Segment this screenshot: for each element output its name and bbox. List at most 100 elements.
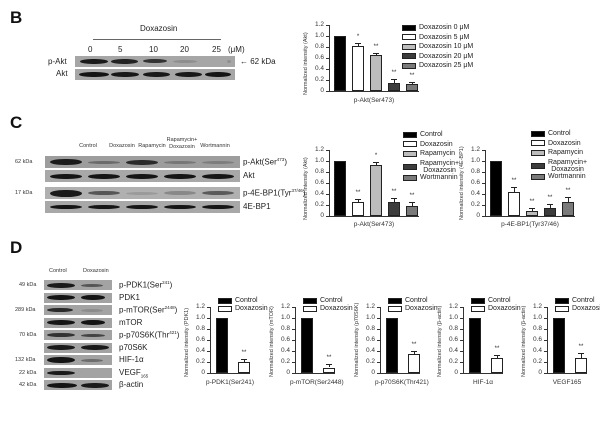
error-bar: [514, 187, 515, 192]
row-label-akt: Akt: [56, 69, 68, 78]
y-tick: [326, 69, 329, 70]
significance-marker: **: [578, 343, 584, 350]
y-tick: [326, 80, 329, 81]
y-tick: [482, 150, 485, 151]
kda-label: 22 kDa: [19, 369, 37, 376]
kda-label: 49 kDa: [19, 282, 37, 288]
significance-marker: *: [374, 153, 378, 160]
y-tick-label: 0.6: [280, 336, 290, 343]
y-tick-label: 0: [320, 87, 324, 94]
kda-label: 62 kDa: [15, 159, 33, 165]
y-tick-label: 0.2: [195, 358, 205, 365]
y-tick-label: 0.4: [532, 347, 542, 354]
x-axis-label: p-Akt(Ser473): [353, 221, 395, 228]
error-cap: [391, 79, 397, 81]
error-cap: [411, 351, 417, 352]
y-tick-label: 1.2: [280, 303, 290, 310]
legend-label: Doxazosin: [572, 305, 600, 312]
y-tick: [326, 58, 329, 59]
y-tick: [544, 307, 547, 308]
band: [202, 160, 234, 164]
row-label: HIF-1α: [119, 355, 144, 364]
y-tick-label: 0: [201, 369, 205, 376]
band: [164, 205, 196, 209]
error-bar: [414, 351, 415, 354]
kda-label: 42 kDa: [19, 382, 37, 388]
y-tick-label: 0: [454, 369, 458, 376]
treatment-label: Doxazosin: [140, 24, 178, 33]
significance-marker: **: [373, 43, 379, 50]
blot-pakt: [75, 56, 235, 67]
legend-label: Rapamycin: [420, 150, 456, 157]
legend-label: Doxazosin 20 μM: [419, 52, 474, 60]
bar: [238, 362, 250, 373]
y-tick-label: 0.6: [470, 179, 480, 186]
row-label: mTOR: [119, 317, 143, 327]
legend-label: Control: [420, 131, 443, 138]
significance-marker: **: [529, 199, 535, 206]
y-tick: [377, 362, 380, 363]
bar: [370, 55, 382, 91]
band: [88, 191, 120, 195]
band: [81, 320, 105, 325]
y-tick: [544, 373, 547, 374]
bar: [334, 36, 346, 91]
x-axis: [485, 216, 575, 217]
y-tick-label: 0.6: [314, 54, 324, 61]
x-axis-label: p-4E-BP1(Tyr37/46): [501, 221, 559, 228]
y-tick-label: 0.6: [532, 336, 542, 343]
bar: [491, 357, 503, 373]
y-tick: [460, 307, 463, 308]
significance-marker: **: [241, 350, 247, 357]
y-tick-label: 0.6: [448, 336, 458, 343]
y-tick-label: 1.0: [532, 314, 542, 321]
band: [47, 308, 73, 312]
band: [47, 333, 75, 337]
error-cap: [578, 352, 584, 354]
y-tick-label: 0.8: [195, 325, 205, 332]
significance-marker: **: [511, 178, 517, 185]
blot-row: [44, 317, 112, 328]
legend-label: Doxazosin: [420, 140, 453, 148]
y-tick: [544, 318, 547, 319]
y-tick-label: 0.8: [365, 325, 375, 332]
error-cap: [529, 208, 535, 210]
significance-marker: *: [356, 33, 360, 40]
band: [81, 358, 103, 362]
error-bar: [358, 198, 359, 202]
y-tick-label: 0.4: [314, 190, 324, 197]
x-axis-label: HIF-1α: [472, 379, 493, 386]
significance-marker: **: [391, 70, 397, 77]
y-tick: [377, 340, 380, 341]
error-bar: [412, 81, 413, 85]
bar: [370, 164, 382, 216]
blot-row: [44, 380, 112, 390]
y-tick: [460, 362, 463, 363]
error-cap: [355, 42, 361, 44]
lane-label-control: Control: [49, 268, 67, 274]
y-tick: [544, 329, 547, 330]
x-axis-label: p-p70S6K(Thr421): [375, 379, 429, 386]
y-tick: [326, 25, 329, 26]
row-label: p-mTOR(Ser2448): [119, 305, 178, 315]
y-tick-label: 0: [320, 212, 324, 219]
y-tick-label: 0.2: [448, 358, 458, 365]
y-tick-label: 1.0: [470, 157, 480, 164]
y-tick: [460, 340, 463, 341]
y-tick-label: 0.4: [314, 65, 324, 72]
legend-swatch: [531, 162, 545, 169]
dose-label: 20: [180, 45, 189, 54]
x-axis: [380, 373, 420, 374]
y-tick: [482, 172, 485, 173]
significance-marker: **: [409, 193, 415, 200]
legend-swatch: [531, 149, 545, 156]
band: [47, 345, 75, 350]
y-tick: [292, 340, 295, 341]
error-bar: [581, 352, 582, 358]
dose-unit: (μM): [228, 45, 245, 54]
legend-swatch: [403, 163, 417, 170]
legend-label: Doxazosin 10 μM: [419, 43, 474, 50]
y-tick: [207, 318, 210, 319]
lane-label: Rapamycin: [138, 143, 166, 149]
y-tick: [377, 307, 380, 308]
